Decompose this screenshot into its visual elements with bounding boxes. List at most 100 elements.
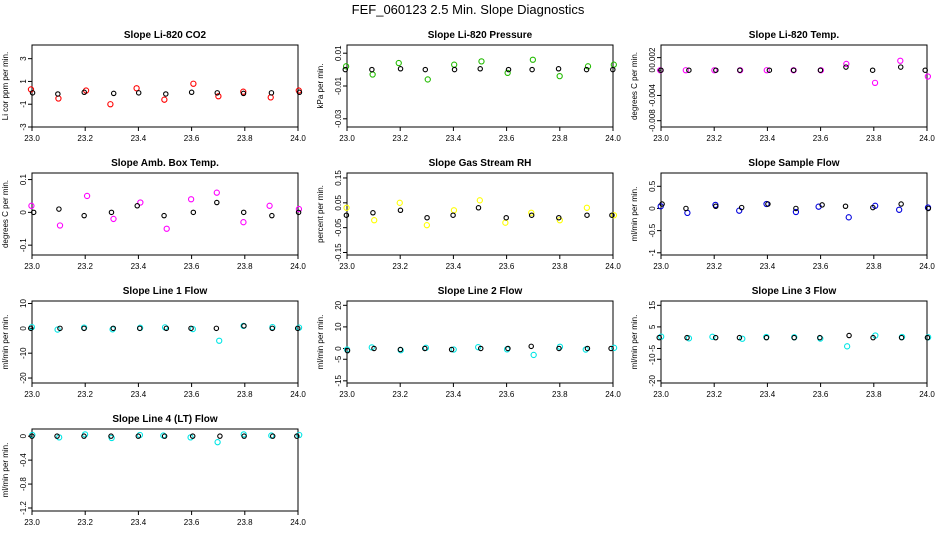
data-point bbox=[897, 57, 904, 64]
x-tick-label: 23.4 bbox=[131, 134, 147, 143]
data-point bbox=[163, 225, 170, 232]
y-axis-label: Li cor ppm per min. bbox=[1, 52, 10, 120]
x-tick-label: 24.0 bbox=[919, 390, 935, 399]
data-point bbox=[897, 64, 904, 70]
data-point bbox=[187, 196, 195, 203]
data-point bbox=[448, 346, 455, 353]
y-tick-label: 0.002 bbox=[648, 47, 657, 68]
y-tick-label: -10 bbox=[648, 353, 657, 365]
x-tick-label: 24.0 bbox=[290, 134, 306, 143]
y-tick-label: -0.1 bbox=[19, 238, 28, 252]
data-point bbox=[369, 66, 375, 73]
data-point bbox=[843, 64, 849, 70]
x-tick-label: 23.0 bbox=[339, 262, 355, 271]
data-point bbox=[161, 96, 168, 103]
data-point bbox=[736, 334, 743, 341]
data-point bbox=[659, 201, 665, 207]
data-point bbox=[656, 334, 662, 341]
data-point bbox=[397, 66, 404, 72]
data-point bbox=[344, 347, 351, 354]
plot-frame bbox=[346, 172, 614, 256]
data-point bbox=[294, 325, 301, 332]
data-point bbox=[57, 325, 63, 332]
y-tick-label: 3 bbox=[19, 56, 28, 61]
data-point bbox=[476, 197, 483, 204]
x-tick-label: 23.8 bbox=[237, 262, 253, 271]
data-point bbox=[528, 212, 535, 218]
x-tick-label: 23.2 bbox=[77, 262, 93, 271]
data-point bbox=[817, 334, 823, 341]
series-0 bbox=[27, 80, 302, 108]
x-tick-label: 23.6 bbox=[184, 518, 200, 527]
data-point bbox=[608, 345, 614, 352]
data-point bbox=[530, 351, 537, 359]
chart-panel-4: Slope Gas Stream RH 23.0 23.2 23.4 23.6 23.8 2… bbox=[316, 158, 621, 271]
y-tick-label: -5 bbox=[648, 344, 657, 352]
data-point bbox=[268, 90, 275, 96]
data-point bbox=[763, 67, 770, 74]
panel-title: Slope Sample Flow bbox=[748, 158, 839, 169]
y-tick-label: -0.03 bbox=[334, 109, 343, 128]
y-tick-label: -0.5 bbox=[648, 223, 657, 237]
x-tick-label: 23.4 bbox=[446, 390, 462, 399]
series-0 bbox=[342, 56, 617, 83]
data-point bbox=[422, 345, 428, 352]
y-axis-label: kPa per min. bbox=[316, 64, 325, 109]
series-0 bbox=[28, 189, 303, 232]
data-point bbox=[240, 219, 247, 226]
series-1 bbox=[30, 199, 302, 219]
y-tick-label: -20 bbox=[19, 372, 28, 384]
x-tick-label: 23.0 bbox=[339, 134, 355, 143]
data-point bbox=[189, 433, 196, 439]
data-point bbox=[896, 206, 903, 213]
y-tick-label: 5 bbox=[648, 324, 657, 329]
data-point bbox=[475, 344, 482, 351]
data-point bbox=[54, 326, 61, 333]
data-point bbox=[583, 204, 591, 211]
y-tick-label: -10 bbox=[19, 347, 28, 359]
data-point bbox=[240, 88, 247, 95]
x-tick-label: 23.4 bbox=[760, 390, 776, 399]
chart-panel-7: Slope Line 2 Flow 23.0 23.2 23.4 23.6 23.8 24.… bbox=[316, 286, 621, 399]
data-point bbox=[28, 202, 35, 209]
data-point bbox=[684, 334, 690, 341]
data-point bbox=[712, 334, 719, 341]
y-tick-label: -0.004 bbox=[648, 84, 657, 107]
data-point bbox=[422, 66, 429, 73]
data-point bbox=[502, 219, 509, 226]
series-1 bbox=[658, 64, 928, 73]
data-point bbox=[137, 325, 143, 332]
data-point bbox=[451, 66, 458, 73]
data-point bbox=[343, 212, 350, 218]
data-point bbox=[81, 325, 87, 332]
data-point bbox=[397, 207, 404, 214]
x-tick-label: 23.8 bbox=[237, 518, 253, 527]
data-point bbox=[922, 67, 928, 73]
data-point bbox=[163, 91, 169, 97]
y-tick-label: -0.4 bbox=[19, 453, 28, 467]
y-tick-label: 10 bbox=[334, 322, 343, 331]
y-axis-label: degrees C per min. bbox=[1, 180, 10, 248]
y-tick-label: -0.8 bbox=[19, 477, 28, 491]
x-tick-label: 23.0 bbox=[24, 134, 40, 143]
x-tick-label: 23.2 bbox=[392, 262, 408, 271]
data-point bbox=[214, 199, 220, 206]
data-point bbox=[683, 205, 689, 212]
data-point bbox=[870, 334, 876, 341]
data-point bbox=[343, 204, 350, 211]
data-point bbox=[214, 90, 221, 96]
y-tick-label: 0 bbox=[19, 210, 28, 215]
plot-frame bbox=[346, 44, 614, 128]
data-point bbox=[108, 433, 114, 439]
figure-title: FEF_060123 2.5 Min. Slope Diagnostics bbox=[351, 2, 585, 17]
panel-title: Slope Li-820 Pressure bbox=[428, 30, 533, 41]
y-axis-label: ml/min per min. bbox=[630, 315, 639, 370]
x-tick-label: 23.4 bbox=[131, 390, 147, 399]
data-point bbox=[29, 433, 35, 439]
x-tick-label: 24.0 bbox=[919, 134, 935, 143]
data-point bbox=[296, 89, 303, 96]
x-tick-label: 23.4 bbox=[131, 262, 147, 271]
data-point bbox=[610, 212, 618, 219]
data-point bbox=[371, 217, 378, 224]
x-tick-label: 23.0 bbox=[24, 262, 40, 271]
